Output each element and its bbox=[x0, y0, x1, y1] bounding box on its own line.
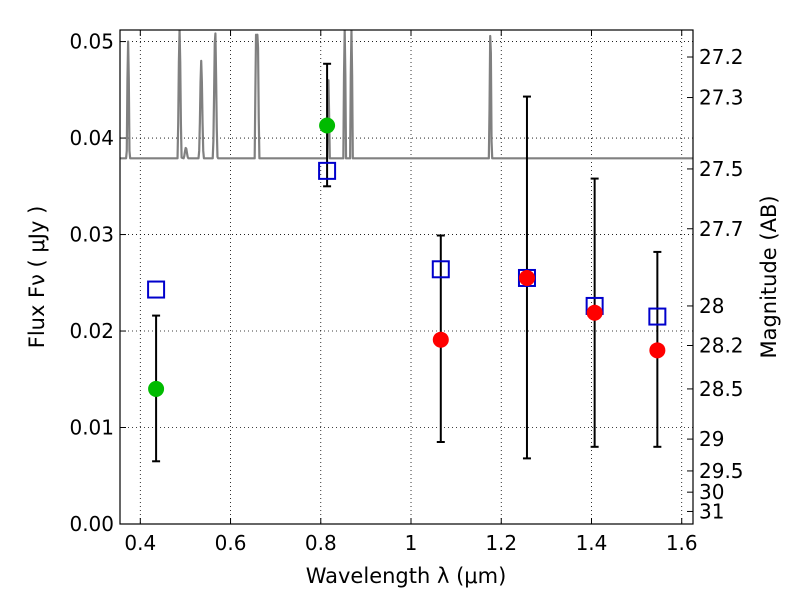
axes-frame bbox=[119, 29, 694, 525]
x-tick-label: 1.2 bbox=[485, 531, 517, 555]
magnitude-tick-label: 27.7 bbox=[699, 217, 744, 241]
magnitude-tick-label: 28.5 bbox=[699, 377, 744, 401]
x-axis-label: Wavelength λ (μm) bbox=[306, 564, 507, 588]
observed-point bbox=[518, 269, 535, 286]
x-tick-label: 1.6 bbox=[666, 531, 698, 555]
model-point bbox=[147, 280, 166, 299]
magnitude-tick-label: 28.2 bbox=[699, 334, 744, 358]
observed-point bbox=[432, 331, 449, 348]
magnitude-tick-label: 28 bbox=[699, 294, 724, 318]
magnitude-tick-label: 30 bbox=[699, 480, 724, 504]
model-point bbox=[431, 260, 450, 279]
magnitude-tick-label: 27.2 bbox=[699, 45, 744, 69]
x-tick-label: 1.4 bbox=[576, 531, 608, 555]
y-tick-label: 0.01 bbox=[69, 416, 114, 440]
magnitude-tick-label: 27.5 bbox=[699, 157, 744, 181]
magnitude-tick-label: 29.5 bbox=[699, 459, 744, 483]
model-point bbox=[318, 161, 337, 180]
observed-point bbox=[148, 380, 165, 397]
x-axis-ticks: 0.4 0.6 0.8 1 1.2 1.4 1.6 bbox=[124, 30, 698, 555]
y-tick-label: 0.00 bbox=[69, 512, 114, 536]
magnitude-axis-label: Magnitude (AB) bbox=[757, 195, 781, 358]
plot-area bbox=[120, 30, 693, 463]
x-tick-label: 0.4 bbox=[124, 531, 156, 555]
x-tick-label: 0.8 bbox=[305, 531, 337, 555]
magnitude-tick-label: 29 bbox=[699, 427, 724, 451]
x-tick-label: 0.6 bbox=[215, 531, 247, 555]
observed-point bbox=[586, 304, 603, 321]
sed-model-curve bbox=[120, 30, 693, 160]
y-tick-label: 0.04 bbox=[69, 126, 114, 150]
y-tick-label: 0.03 bbox=[69, 223, 114, 247]
x-tick-label: 1 bbox=[405, 531, 418, 555]
y-tick-label: 0.05 bbox=[69, 30, 114, 54]
magnitude-tick-label: 27.3 bbox=[699, 86, 744, 110]
y-axis-label: Flux Fν ( μJy ) bbox=[25, 206, 49, 349]
observed-point bbox=[649, 342, 666, 359]
observed-photometry-markers bbox=[148, 117, 666, 397]
observed-point bbox=[319, 117, 336, 134]
model-point bbox=[648, 307, 667, 326]
y-axis-ticks: 0.00 0.01 0.02 0.03 0.04 0.05 bbox=[69, 30, 126, 536]
y-tick-label: 0.02 bbox=[69, 319, 114, 343]
magnitude-tick-label: 31 bbox=[699, 499, 724, 523]
